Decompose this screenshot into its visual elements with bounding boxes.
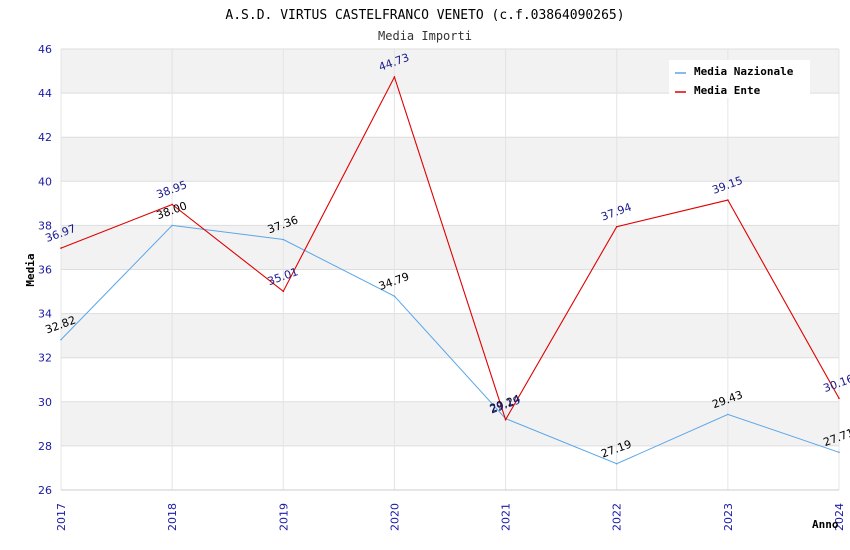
data-point bbox=[393, 76, 396, 78]
x-axis-ticks: 2017 2018 2019 2020 2021 2022 2023 2024 bbox=[55, 503, 846, 531]
series-line-media-ente bbox=[60, 75, 840, 422]
x-tick-label: 2020 bbox=[388, 503, 401, 531]
legend: Media Nazionale Media Ente bbox=[669, 60, 810, 98]
data-point bbox=[838, 451, 840, 454]
data-point bbox=[504, 418, 507, 421]
y-tick-label: 30 bbox=[38, 396, 52, 409]
y-tick-label: 40 bbox=[38, 175, 52, 188]
data-point bbox=[60, 247, 62, 249]
data-point bbox=[171, 224, 173, 227]
x-tick-label: 2021 bbox=[500, 503, 513, 531]
data-point bbox=[727, 413, 729, 416]
legend-box bbox=[669, 60, 810, 98]
y-tick-label: 26 bbox=[38, 484, 52, 497]
y-tick-label: 42 bbox=[38, 131, 52, 144]
data-point bbox=[615, 462, 618, 465]
series-lines bbox=[60, 75, 840, 465]
grid-band bbox=[61, 357, 839, 402]
x-tick-label: 2018 bbox=[166, 503, 179, 531]
data-point bbox=[282, 290, 285, 293]
y-tick-label: 44 bbox=[38, 87, 52, 100]
y-tick-label: 36 bbox=[38, 264, 52, 277]
grid-band bbox=[61, 93, 839, 138]
y-tick-label: 34 bbox=[38, 308, 52, 321]
grid-band bbox=[61, 269, 839, 314]
grid-band bbox=[61, 137, 839, 182]
grid-band bbox=[61, 181, 839, 226]
y-tick-label: 38 bbox=[38, 219, 52, 232]
x-axis-label: Anno bbox=[812, 518, 839, 531]
y-axis-ticks: 26 28 30 32 34 36 38 40 42 44 46 bbox=[38, 43, 52, 497]
x-tick-label: 2019 bbox=[277, 503, 290, 531]
y-tick-label: 32 bbox=[38, 352, 52, 365]
data-point bbox=[393, 295, 396, 297]
plot-background bbox=[61, 49, 839, 490]
legend-label-media-nazionale: Media Nazionale bbox=[694, 65, 794, 78]
data-point bbox=[615, 225, 618, 228]
data-point bbox=[838, 397, 840, 400]
y-tick-label: 46 bbox=[38, 43, 52, 56]
data-point bbox=[282, 238, 285, 241]
data-point bbox=[171, 203, 173, 206]
y-tick-label: 28 bbox=[38, 440, 52, 453]
data-point bbox=[727, 199, 729, 201]
grid-band bbox=[61, 313, 839, 358]
data-point bbox=[60, 338, 62, 341]
x-tick-label: 2024 bbox=[833, 503, 846, 531]
chart-subtitle: Media Importi bbox=[378, 29, 472, 43]
grid-band bbox=[61, 445, 839, 490]
x-tick-label: 2022 bbox=[611, 503, 624, 531]
x-tick-label: 2023 bbox=[722, 503, 735, 531]
legend-label-media-ente: Media Ente bbox=[694, 84, 761, 97]
chart-title: A.S.D. VIRTUS CASTELFRANCO VENETO (c.f.0… bbox=[225, 8, 624, 23]
grid-band bbox=[61, 401, 839, 446]
y-axis-label: Media bbox=[24, 253, 37, 286]
x-tick-label: 2017 bbox=[55, 503, 68, 531]
series-line-media-nazionale bbox=[60, 224, 840, 465]
